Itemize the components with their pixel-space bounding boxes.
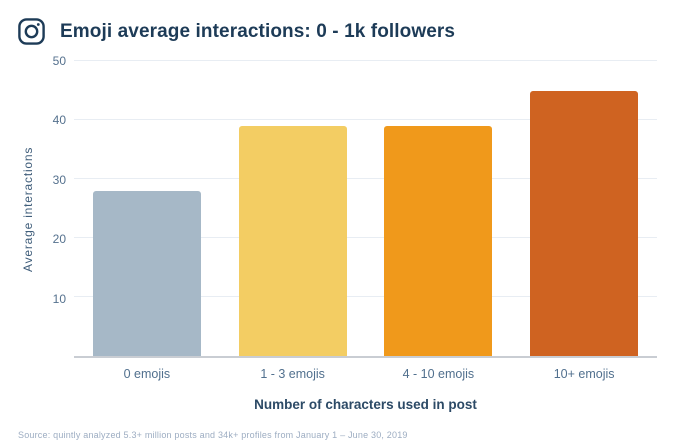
gridline-20 (74, 237, 657, 238)
x-tick-1-3-emojis: 1 - 3 emojis (260, 367, 325, 381)
chart-title: Emoji average interactions: 0 - 1k follo… (60, 20, 456, 42)
bar-1-3-emojis (238, 125, 347, 356)
x-tick-10-emojis: 10+ emojis (553, 367, 615, 381)
gridline-50 (74, 60, 657, 61)
bar-10-emojis (530, 90, 639, 356)
instagram-icon (18, 18, 45, 45)
y-tick-30: 30 (52, 172, 66, 187)
bar-chart: Average interactions 10 20 30 40 50 0 emojis… (16, 54, 657, 412)
bar-0-emojis (92, 190, 201, 356)
gridline-30 (74, 178, 657, 179)
y-tick-40: 40 (52, 113, 66, 128)
source-note: Source: quintly analyzed 5.3+ million po… (18, 430, 408, 440)
x-tick-4-10-emojis: 4 - 10 emojis (402, 367, 475, 381)
gridline-10 (74, 296, 657, 297)
plot-column: 0 emojis 1 - 3 emojis 4 - 10 emojis 10+ emo… (74, 60, 657, 412)
y-tick-50: 50 (52, 54, 66, 68)
y-tick-10: 10 (52, 291, 66, 306)
x-tick-0-emojis: 0 emojis (123, 367, 171, 381)
bar-4-10-emojis (384, 125, 493, 356)
bars-layer (74, 61, 657, 356)
y-axis-title: Average interactions (21, 146, 35, 273)
y-axis-tick-labels: 10 20 30 40 50 (40, 54, 74, 358)
chart-header: Emoji average interactions: 0 - 1k follo… (18, 18, 657, 45)
gridline-40 (74, 119, 657, 120)
x-axis-title: Number of characters used in post (254, 397, 477, 412)
x-axis-tick-labels: 0 emojis 1 - 3 emojis 4 - 10 emojis 10+ emo… (74, 367, 657, 381)
y-tick-20: 20 (52, 232, 66, 247)
plot-area (74, 60, 657, 358)
